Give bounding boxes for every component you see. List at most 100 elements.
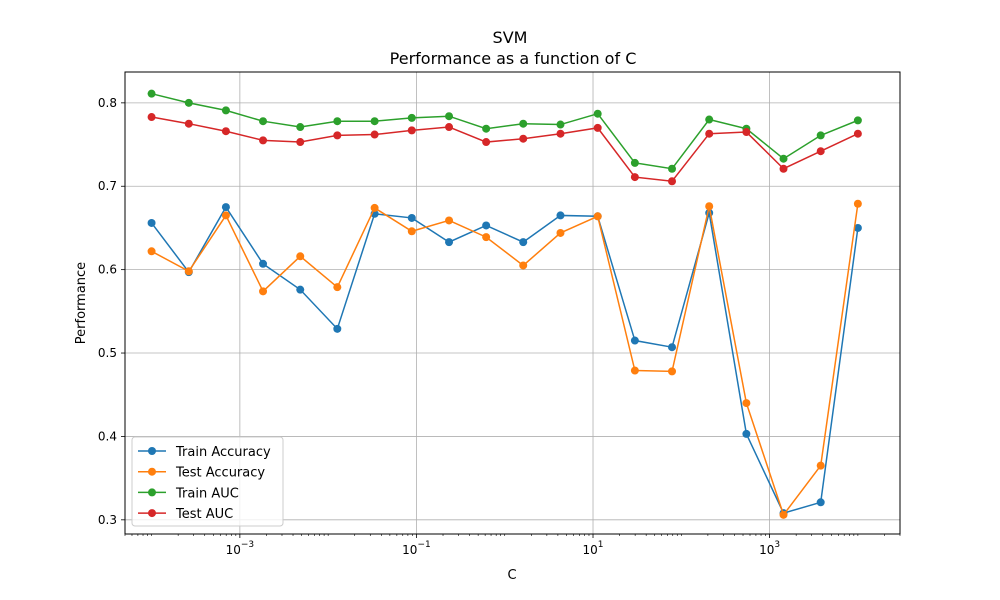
data-point-train-auc [333, 117, 342, 126]
data-point-test-accuracy [482, 233, 491, 242]
data-point-train-accuracy [147, 218, 156, 227]
data-point-test-auc [630, 173, 639, 182]
data-point-train-accuracy [556, 211, 565, 220]
data-point-test-auc [221, 127, 230, 136]
y-tick-label: 0.8 [98, 96, 117, 110]
data-point-train-auc [519, 119, 528, 128]
data-point-train-accuracy [259, 259, 268, 268]
y-axis-label: Performance [74, 262, 89, 344]
data-point-test-accuracy [147, 247, 156, 256]
series-group [147, 89, 862, 519]
data-point-train-auc [445, 112, 454, 121]
data-point-test-auc [333, 131, 342, 140]
y-tick-label: 0.4 [98, 429, 117, 443]
data-point-test-auc [445, 123, 454, 132]
data-point-test-auc [742, 128, 751, 137]
legend-box [131, 436, 284, 527]
data-point-test-auc [816, 147, 825, 156]
data-point-test-auc [407, 126, 416, 135]
data-point-train-auc [184, 98, 193, 107]
data-point-test-accuracy [779, 510, 788, 519]
plot-frame [124, 71, 901, 535]
data-point-train-accuracy [296, 285, 305, 294]
data-point-test-auc [668, 177, 677, 186]
series-line-test-auc [151, 116, 859, 183]
chart-subtitle: Performance as a function of C [390, 49, 637, 68]
legend-marker-test-accuracy [148, 467, 156, 476]
y-tick-label: 0.3 [98, 513, 117, 527]
series-line-train-accuracy [150, 205, 859, 515]
data-point-test-accuracy [259, 287, 268, 296]
data-point-train-accuracy [630, 336, 639, 345]
data-point-train-accuracy [742, 429, 751, 438]
data-point-test-accuracy [296, 252, 305, 261]
data-point-test-accuracy [445, 216, 454, 225]
legend-label-train-accuracy: Train Accuracy [175, 445, 271, 460]
data-point-train-accuracy [668, 343, 677, 352]
data-point-train-auc [853, 116, 862, 125]
legend-marker-train-auc [148, 488, 156, 497]
data-point-train-accuracy [519, 238, 528, 247]
data-point-test-auc [853, 129, 862, 138]
data-point-test-accuracy [370, 203, 379, 212]
data-point-test-auc [184, 119, 193, 128]
data-point-train-auc [296, 123, 305, 132]
data-point-train-auc [407, 113, 416, 122]
data-point-train-accuracy [333, 324, 342, 333]
data-point-test-accuracy [333, 283, 342, 292]
legend-marker-train-accuracy [148, 447, 156, 455]
data-point-train-auc [147, 89, 156, 98]
legend-label-test-auc: Test AUC [175, 507, 233, 522]
data-point-train-auc [482, 124, 491, 133]
chart-title: SVM [493, 28, 528, 47]
legend-label-train-auc: Train AUC [175, 486, 239, 501]
data-point-test-accuracy [556, 228, 565, 237]
data-point-test-auc [593, 123, 602, 132]
data-point-test-accuracy [593, 212, 602, 221]
data-point-train-accuracy [445, 238, 454, 247]
data-point-test-auc [705, 129, 714, 138]
data-point-test-accuracy [816, 461, 825, 470]
data-point-test-auc [147, 113, 156, 122]
data-point-test-auc [556, 129, 565, 138]
legend-label-test-accuracy: Test Accuracy [175, 466, 265, 481]
data-point-train-accuracy [816, 498, 825, 507]
data-point-train-auc [630, 158, 639, 167]
data-point-test-accuracy [705, 202, 714, 211]
data-point-test-auc [482, 138, 491, 147]
data-point-test-accuracy [668, 367, 677, 376]
data-point-train-auc [593, 109, 602, 118]
series-line-test-accuracy [151, 203, 859, 517]
data-point-train-auc [816, 131, 825, 140]
y-tick-label: 0.7 [98, 179, 117, 193]
series-test-auc [147, 113, 862, 186]
data-point-test-auc [259, 136, 268, 145]
data-point-test-auc [296, 138, 305, 147]
data-point-train-auc [668, 164, 677, 173]
grid [125, 72, 900, 534]
data-point-test-accuracy [742, 399, 751, 408]
series-line-train-auc [151, 92, 859, 170]
legend-marker-test-auc [148, 509, 156, 518]
data-point-test-auc [370, 130, 379, 139]
data-point-test-auc [779, 164, 788, 173]
data-point-train-accuracy [407, 213, 416, 222]
data-point-train-accuracy [482, 221, 491, 230]
data-point-test-auc [519, 134, 528, 143]
y-tick-label: 0.6 [98, 263, 117, 277]
data-point-test-accuracy [407, 227, 416, 236]
data-point-train-auc [221, 106, 230, 115]
x-axis-label: C [507, 568, 516, 583]
legend: Train Accuracy Test Accuracy Train AUC Test… [131, 436, 284, 527]
data-point-test-accuracy [519, 261, 528, 270]
data-point-test-accuracy [630, 366, 639, 375]
data-point-test-accuracy [853, 199, 862, 208]
data-point-train-auc [556, 120, 565, 129]
data-point-train-auc [370, 117, 379, 126]
y-tick-label: 0.5 [98, 346, 117, 360]
data-point-train-auc [779, 154, 788, 163]
data-point-train-auc [259, 117, 268, 126]
data-point-train-auc [705, 115, 714, 124]
data-point-test-accuracy [184, 267, 193, 276]
